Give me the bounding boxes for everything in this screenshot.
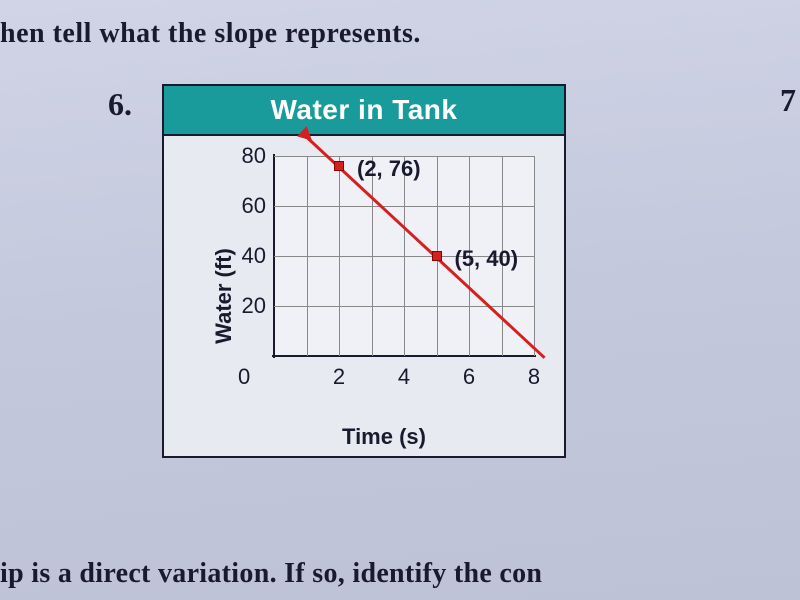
- x-tick-label: 2: [333, 364, 345, 390]
- problem-number-7-fragment: 7: [780, 82, 796, 119]
- grid-line-horizontal: [274, 206, 534, 207]
- x-tick-label: 4: [398, 364, 410, 390]
- y-tick-label: 80: [226, 143, 266, 169]
- page-background: hen tell what the slope represents. 6. 7…: [0, 0, 800, 600]
- x-axis-label: Time (s): [342, 424, 426, 450]
- y-tick-label: 60: [226, 193, 266, 219]
- chart-body: Water (ft) Time (s) 0 (2, 76)(5, 40) 204…: [164, 136, 564, 456]
- y-tick-label: 40: [226, 243, 266, 269]
- problem-number-6: 6.: [108, 86, 132, 123]
- bottom-text-fragment: ip is a direct variation. If so, identif…: [0, 558, 542, 590]
- chart-title-bar: Water in Tank: [164, 86, 564, 136]
- x-tick-label: 6: [463, 364, 475, 390]
- origin-label: 0: [238, 364, 250, 390]
- grid-line-vertical: [534, 156, 535, 356]
- data-point-label: (5, 40): [455, 246, 519, 272]
- grid-line-horizontal: [274, 306, 534, 307]
- instruction-text-fragment: hen tell what the slope represents.: [0, 18, 421, 50]
- y-tick-label: 20: [226, 293, 266, 319]
- data-point: [334, 161, 344, 171]
- x-tick-label: 8: [528, 364, 540, 390]
- chart-title: Water in Tank: [271, 94, 458, 126]
- chart-container: Water in Tank Water (ft) Time (s) 0 (2, …: [162, 84, 566, 458]
- data-point: [432, 251, 442, 261]
- plot-area: (2, 76) (5, 40): [274, 156, 534, 356]
- data-point-label: (2, 76): [357, 156, 421, 182]
